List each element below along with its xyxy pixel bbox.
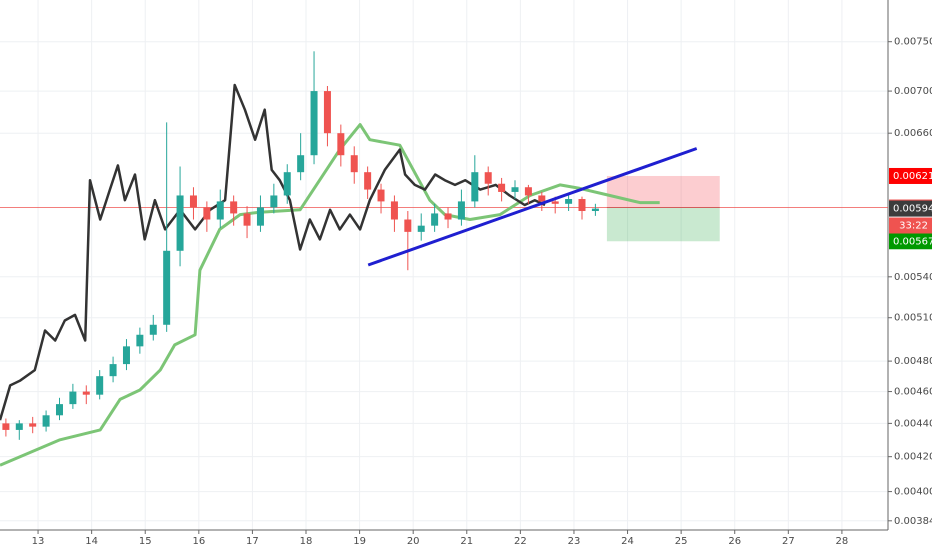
- candle-body: [189, 195, 197, 208]
- candle-body: [29, 423, 37, 427]
- candle-body: [230, 201, 238, 214]
- candle-body: [350, 155, 358, 173]
- price-badge-label: 0.005675: [893, 236, 932, 247]
- candle-body: [136, 334, 144, 347]
- candle-body: [578, 199, 586, 212]
- candle-body: [538, 195, 546, 202]
- candle-body: [524, 187, 532, 196]
- x-tick-label: 22: [514, 536, 527, 547]
- y-tick-label: 0.004200: [894, 452, 932, 463]
- x-tick-label: 25: [675, 536, 688, 547]
- x-tick-label: 16: [192, 536, 205, 547]
- y-tick-label: 0.007500: [894, 37, 932, 48]
- candle-body: [337, 133, 345, 156]
- candle-body: [82, 391, 90, 395]
- candle-body: [484, 172, 492, 184]
- loss-zone: [606, 207, 720, 242]
- x-tick-label: 21: [460, 536, 473, 547]
- countdown-badge: [889, 217, 932, 234]
- price-badge-label: 0.006217: [893, 171, 932, 182]
- candle-body: [109, 364, 117, 377]
- x-tick-label: 24: [621, 536, 634, 547]
- candle-body: [256, 207, 264, 226]
- x-tick-label: 28: [836, 536, 849, 547]
- indicator-line: [0, 123, 660, 467]
- y-tick-label: 0.006600: [894, 128, 932, 139]
- x-tick-label: 15: [139, 536, 152, 547]
- candle-body: [55, 404, 63, 416]
- y-tick-label: 0.004600: [894, 387, 932, 398]
- x-tick-label: 27: [782, 536, 795, 547]
- candle-body: [551, 201, 559, 204]
- x-tick-label: 19: [353, 536, 366, 547]
- y-tick-label: 0.007000: [894, 86, 932, 97]
- x-tick-label: 20: [407, 536, 420, 547]
- candle-body: [203, 207, 211, 220]
- candle-body: [2, 423, 10, 430]
- candle-body: [404, 219, 412, 232]
- candle-body: [565, 199, 573, 204]
- candle-body: [163, 250, 171, 325]
- candle-body: [444, 213, 452, 220]
- y-tick-label: 0.005100: [894, 313, 932, 324]
- x-tick-label: 26: [728, 536, 741, 547]
- candle-body: [69, 391, 77, 405]
- candle-body: [216, 201, 224, 220]
- x-tick-label: 17: [246, 536, 259, 547]
- y-tick-label: 0.003840: [894, 516, 932, 527]
- x-tick-label: 14: [85, 536, 98, 547]
- candle-body: [471, 172, 479, 202]
- y-tick-label: 0.004400: [894, 418, 932, 429]
- candle-body: [270, 195, 278, 208]
- indicator-line: [0, 83, 546, 421]
- price-badge: [889, 233, 932, 250]
- candle-body: [323, 91, 331, 134]
- candle-body: [310, 91, 318, 156]
- candle-body: [42, 415, 50, 427]
- x-tick-label: 18: [300, 536, 313, 547]
- profit-zone: [606, 175, 720, 208]
- candle-body: [283, 172, 291, 196]
- candle-body: [457, 201, 465, 220]
- candle-body: [149, 324, 157, 335]
- x-tick-label: 23: [568, 536, 581, 547]
- y-tick-label: 0.004000: [894, 487, 932, 498]
- candle-body: [390, 201, 398, 220]
- candle-body: [243, 213, 251, 226]
- trend-line: [367, 147, 698, 267]
- candle-body: [297, 155, 305, 173]
- candle-body: [377, 189, 385, 202]
- candle-body: [364, 172, 372, 190]
- price-badge: [889, 167, 932, 184]
- candle-body: [417, 225, 425, 232]
- candle-body: [15, 423, 23, 430]
- y-tick-label: 0.004800: [894, 356, 932, 367]
- candle-body: [498, 183, 506, 192]
- x-tick-label: 13: [32, 536, 45, 547]
- price-badge: [889, 200, 932, 217]
- y-tick-label: 0.005400: [894, 272, 932, 283]
- countdown: 33:22: [899, 221, 928, 232]
- candle-body: [176, 195, 184, 251]
- candle-body: [511, 187, 519, 192]
- candle-body: [122, 346, 130, 365]
- candle-body: [96, 376, 104, 395]
- candle-body: [591, 208, 599, 212]
- candle-body: [431, 213, 439, 226]
